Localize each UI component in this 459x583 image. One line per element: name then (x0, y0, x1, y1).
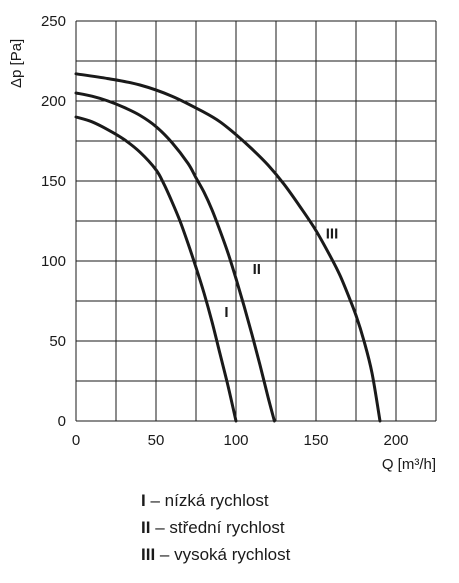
x-tick-label: 150 (303, 432, 328, 449)
legend-text: – střední rychlost (155, 518, 285, 537)
legend: I – nízká rychlost II – střední rychlost… (141, 487, 290, 568)
legend-item-3: III – vysoká rychlost (141, 541, 290, 568)
series-line-I (74, 115, 238, 423)
legend-text: – nízká rychlost (150, 491, 269, 510)
series-label-II: II (253, 261, 261, 278)
legend-item-2: II – střední rychlost (141, 514, 290, 541)
x-tick-label: 0 (72, 432, 80, 449)
legend-key: III (141, 545, 156, 564)
series-line-III (74, 72, 382, 423)
series-label-III: III (326, 226, 339, 243)
legend-key: II (141, 518, 151, 537)
y-axis-title: Δp [Pa] (8, 39, 25, 88)
x-tick-label: 200 (383, 432, 408, 449)
y-tick-label: 200 (41, 93, 66, 110)
y-tick-label: 0 (58, 413, 66, 430)
tick-labels: 0 50 100 150 200 250 0 50 100 150 200 (41, 13, 409, 449)
y-tick-label: 250 (41, 13, 66, 30)
legend-text: – vysoká rychlost (159, 545, 291, 564)
y-tick-label: 150 (41, 173, 66, 190)
y-tick-label: 50 (49, 333, 66, 350)
series-label-I: I (224, 304, 228, 321)
legend-item-1: I – nízká rychlost (141, 487, 290, 514)
series-line-II (74, 91, 276, 423)
x-axis-title: Q [m³/h] (382, 456, 436, 473)
x-tick-label: 50 (148, 432, 165, 449)
legend-key: I (141, 491, 146, 510)
y-tick-label: 100 (41, 253, 66, 270)
x-tick-label: 100 (223, 432, 248, 449)
grid (75, 20, 437, 422)
